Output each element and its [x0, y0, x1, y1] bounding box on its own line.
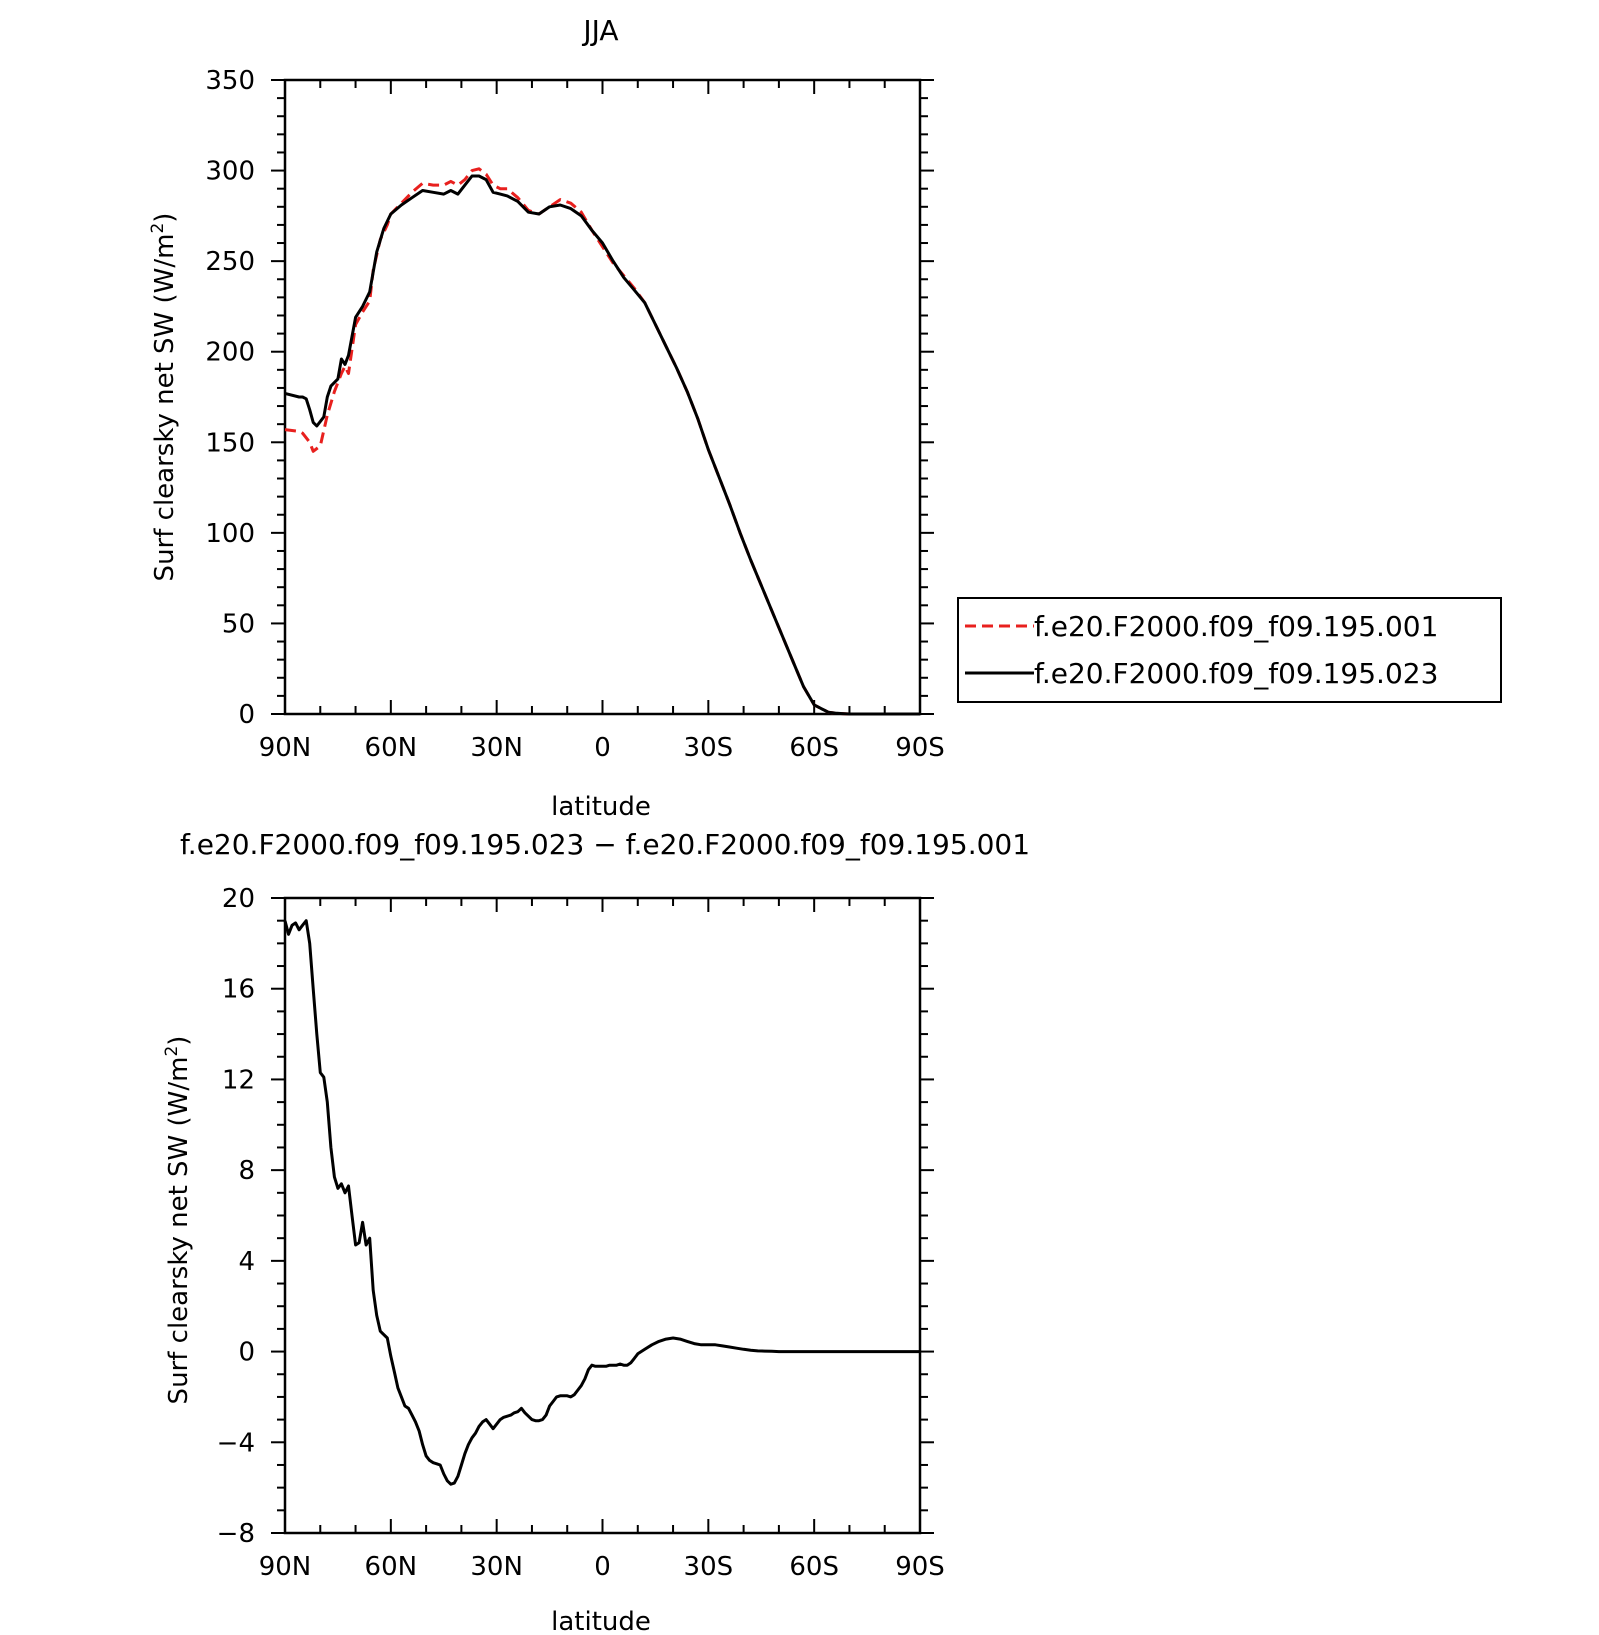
mean-series-lines: [284, 167, 920, 716]
difference-plot-frame: [283, 896, 922, 1535]
mean-y-tick-label: 300: [205, 157, 255, 187]
mean-y-tick-label: 200: [205, 338, 255, 368]
difference-y-tick-label: −4: [217, 1428, 255, 1458]
difference-series-line-0: [283, 919, 920, 1486]
difference-y-tick-label: 20: [222, 884, 255, 914]
difference-y-tick-labels: −8 −4 0 4 8 12 16 20: [217, 884, 255, 1549]
difference-y-tick-label: 16: [222, 975, 255, 1005]
difference-tick-marks: [271, 897, 934, 1534]
difference-y-tick-label: 8: [238, 1156, 255, 1186]
difference-x-tick-label: 30N: [470, 1552, 523, 1582]
mean-y-tick-label: 50: [222, 609, 255, 639]
mean-x-tick-label: 30S: [684, 733, 734, 763]
mean-tick-marks: [271, 79, 934, 715]
mean-panel: JJA 0 50 100 150 200 250 300 350 90N 60N 30N 0 30S 6…: [148, 14, 1502, 822]
mean-y-tick-label: 100: [205, 519, 255, 549]
difference-x-axis-title: latitude: [551, 1607, 651, 1635]
legend-label-run-023: f.e20.F2000.f09_f09.195.023: [1034, 657, 1438, 690]
mean-y-axis-title-end: ): [150, 213, 180, 223]
mean-x-tick-label: 60N: [365, 733, 418, 763]
mean-x-tick-label: 90N: [259, 733, 312, 763]
difference-x-tick-labels: 90N 60N 30N 0 30S 60S 90S: [259, 1552, 945, 1582]
difference-y-tick-label: 12: [222, 1065, 255, 1095]
mean-y-axis-title-main: Surf clearsky net SW (W/m: [150, 234, 180, 582]
difference-panel: f.e20.F2000.f09_f09.195.023 − f.e20.F200…: [162, 828, 1030, 1635]
difference-x-tick-label: 90N: [259, 1552, 312, 1582]
mean-x-axis-title: latitude: [551, 792, 651, 822]
mean-y-tick-label: 0: [238, 700, 255, 730]
legend-box: [957, 597, 1502, 703]
mean-x-tick-label: 90S: [895, 733, 945, 763]
mean-y-tick-label: 250: [205, 247, 255, 277]
mean-x-tick-label: 0: [594, 733, 611, 763]
difference-y-axis-title-sup: 2: [162, 1046, 182, 1057]
mean-plot-frame: [283, 78, 922, 716]
mean-x-tick-labels: 90N 60N 30N 0 30S 60S 90S: [259, 733, 945, 763]
difference-plot-title: f.e20.F2000.f09_f09.195.023 − f.e20.F200…: [180, 828, 1030, 861]
legend-label-run-001: f.e20.F2000.f09_f09.195.001: [1034, 610, 1438, 643]
difference-y-axis-title-end: ): [164, 1036, 194, 1046]
difference-y-tick-label: −8: [217, 1519, 255, 1549]
mean-y-tick-label: 150: [205, 428, 255, 458]
mean-y-axis-title: Surf clearsky net SW (W/m2): [148, 213, 180, 582]
difference-x-tick-label: 60N: [365, 1552, 418, 1582]
difference-y-axis-title: Surf clearsky net SW (W/m2): [162, 1036, 194, 1405]
mean-x-tick-label: 60S: [789, 733, 839, 763]
difference-series-lines: [283, 919, 920, 1486]
mean-x-tick-label: 30N: [470, 733, 523, 763]
mean-y-tick-labels: 0 50 100 150 200 250 300 350: [205, 66, 255, 730]
legend: f.e20.F2000.f09_f09.195.001 f.e20.F2000.…: [957, 597, 1502, 703]
difference-y-tick-label: 4: [238, 1247, 255, 1277]
mean-plot-title: JJA: [581, 14, 618, 47]
difference-x-tick-label: 0: [594, 1552, 611, 1582]
difference-y-axis-title-main: Surf clearsky net SW (W/m: [164, 1057, 194, 1405]
difference-x-tick-label: 90S: [895, 1552, 945, 1582]
difference-x-tick-label: 60S: [789, 1552, 839, 1582]
mean-y-tick-label: 350: [205, 66, 255, 96]
difference-x-tick-label: 30S: [684, 1552, 734, 1582]
difference-y-tick-label: 0: [238, 1338, 255, 1368]
mean-series-line-0: [284, 167, 920, 716]
mean-series-line-1: [284, 174, 920, 716]
mean-y-axis-title-sup: 2: [148, 223, 168, 234]
